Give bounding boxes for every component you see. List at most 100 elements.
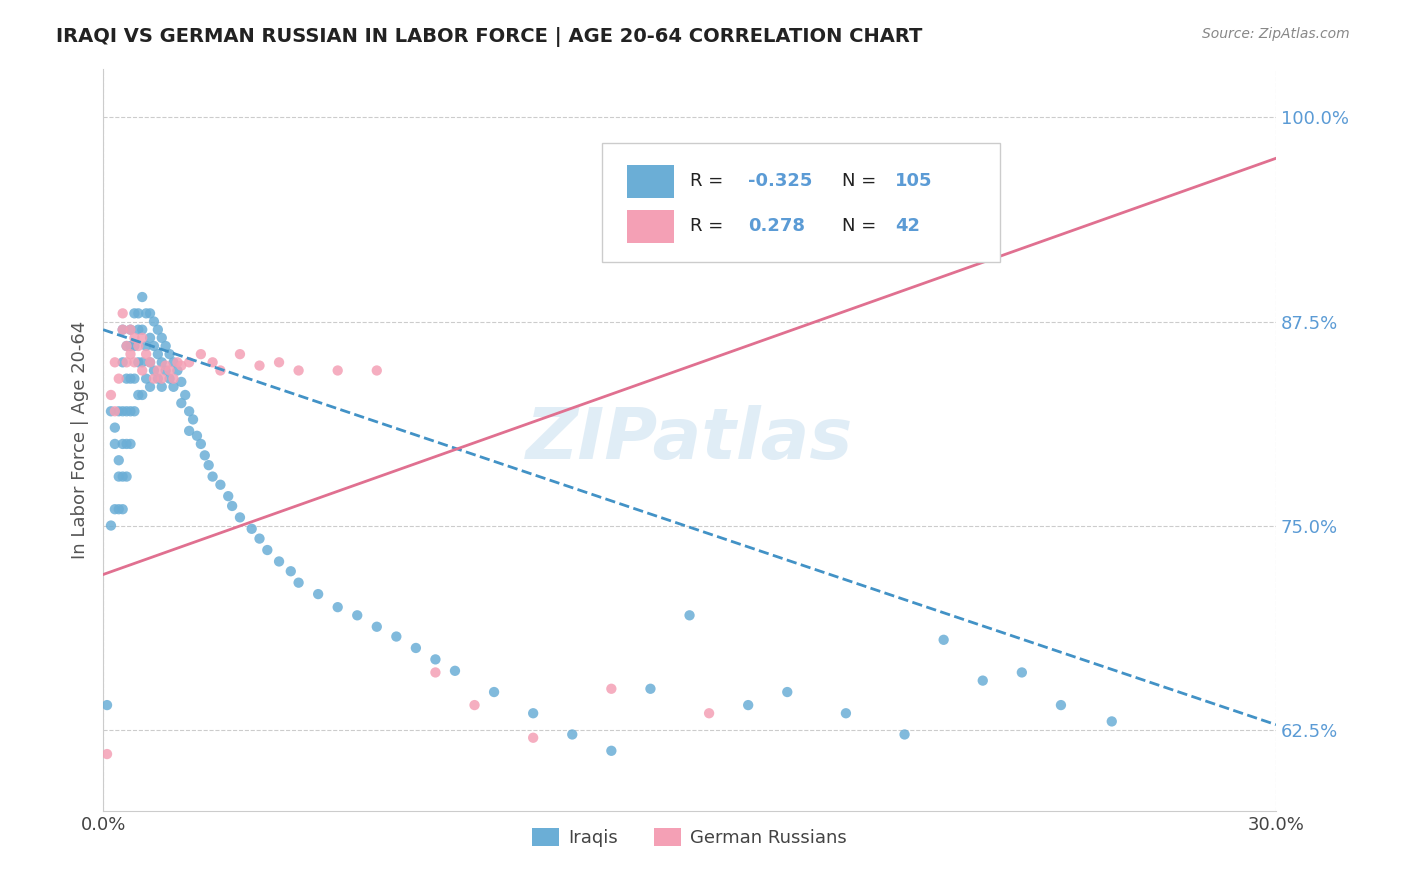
FancyBboxPatch shape [602, 143, 1000, 261]
Iraqis [150, 331, 173, 345]
German Russians [135, 347, 157, 361]
Iraqis [155, 363, 177, 377]
Iraqis [385, 630, 408, 644]
Iraqis [326, 600, 349, 615]
German Russians [146, 363, 169, 377]
Iraqis [166, 363, 188, 377]
Iraqis [131, 290, 153, 304]
Iraqis [120, 371, 142, 385]
Iraqis [135, 371, 157, 385]
Iraqis [179, 424, 201, 438]
Text: Source: ZipAtlas.com: Source: ZipAtlas.com [1202, 27, 1350, 41]
German Russians [170, 359, 193, 373]
Iraqis [190, 437, 212, 451]
Iraqis [135, 339, 157, 353]
German Russians [124, 355, 146, 369]
Y-axis label: In Labor Force | Age 20-64: In Labor Force | Age 20-64 [72, 321, 89, 559]
Iraqis [115, 469, 138, 483]
Iraqis [346, 608, 368, 623]
Iraqis [127, 355, 149, 369]
Iraqis [835, 706, 858, 721]
Iraqis [522, 706, 544, 721]
German Russians [201, 355, 224, 369]
Iraqis [932, 632, 955, 647]
Iraqis [127, 388, 149, 402]
Iraqis [131, 355, 153, 369]
German Russians [600, 681, 623, 696]
Text: N =: N = [842, 217, 882, 235]
Iraqis [972, 673, 994, 688]
Iraqis [124, 371, 146, 385]
Text: 105: 105 [894, 172, 932, 190]
Iraqis [124, 404, 146, 418]
Iraqis [170, 396, 193, 410]
German Russians [111, 323, 134, 337]
Iraqis [146, 347, 169, 361]
Bar [627, 165, 675, 199]
German Russians [155, 359, 177, 373]
Iraqis [287, 575, 309, 590]
Iraqis [100, 518, 122, 533]
Iraqis [170, 375, 193, 389]
Iraqis [201, 469, 224, 483]
German Russians [142, 371, 165, 385]
Iraqis [181, 412, 204, 426]
German Russians [464, 698, 486, 712]
Iraqis [104, 437, 127, 451]
German Russians [100, 388, 122, 402]
German Russians [120, 323, 142, 337]
German Russians [159, 363, 181, 377]
German Russians [179, 355, 201, 369]
Iraqis [1011, 665, 1033, 680]
Iraqis [124, 306, 146, 320]
Iraqis [100, 404, 122, 418]
Iraqis [267, 554, 290, 568]
Iraqis [197, 458, 219, 472]
German Russians [522, 731, 544, 745]
Iraqis [146, 323, 169, 337]
Iraqis [120, 339, 142, 353]
Iraqis [678, 608, 700, 623]
Iraqis [127, 323, 149, 337]
Iraqis [139, 355, 162, 369]
Iraqis [139, 331, 162, 345]
Text: ZIPatlas: ZIPatlas [526, 405, 853, 475]
German Russians [425, 665, 447, 680]
Iraqis [115, 404, 138, 418]
German Russians [131, 331, 153, 345]
Iraqis [162, 380, 184, 394]
Iraqis [104, 502, 127, 516]
Iraqis [131, 323, 153, 337]
German Russians [115, 339, 138, 353]
Iraqis [186, 429, 208, 443]
Text: R =: R = [689, 172, 728, 190]
Iraqis [1101, 714, 1123, 729]
Iraqis [107, 453, 129, 467]
Text: 0.278: 0.278 [748, 217, 806, 235]
Iraqis [96, 698, 118, 712]
Iraqis [120, 437, 142, 451]
Iraqis [229, 510, 252, 524]
German Russians [96, 747, 118, 761]
German Russians [150, 371, 173, 385]
Iraqis [640, 681, 662, 696]
Iraqis [127, 306, 149, 320]
German Russians [287, 363, 309, 377]
Text: R =: R = [689, 217, 728, 235]
Iraqis [444, 664, 467, 678]
German Russians [267, 355, 290, 369]
German Russians [127, 339, 149, 353]
German Russians [120, 347, 142, 361]
Iraqis [159, 371, 181, 385]
Iraqis [249, 532, 271, 546]
Iraqis [155, 339, 177, 353]
Iraqis [115, 371, 138, 385]
Iraqis [124, 339, 146, 353]
Iraqis [209, 477, 232, 491]
Iraqis [159, 347, 181, 361]
Iraqis [142, 363, 165, 377]
Iraqis [240, 522, 263, 536]
Iraqis [561, 727, 583, 741]
Iraqis [146, 371, 169, 385]
Iraqis [104, 420, 127, 434]
